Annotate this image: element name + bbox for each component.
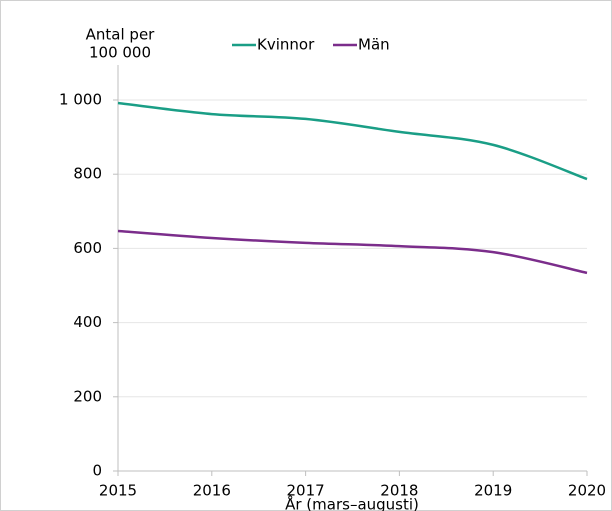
series-line [117, 229, 588, 275]
y-axis-label: Antal per [86, 26, 156, 44]
y-tick-label: 600 [73, 239, 102, 257]
legend-label: Kvinnor [257, 36, 315, 54]
y-tick-label: 0 [92, 462, 102, 480]
y-tick-label: 1 000 [59, 91, 102, 109]
y-tick-label: 400 [73, 313, 102, 331]
x-tick-label: 2017 [287, 482, 325, 500]
series-line [117, 101, 588, 181]
x-tick-label: 2020 [568, 482, 606, 500]
legend-label: Män [358, 36, 390, 54]
x-tick-label: 2019 [474, 482, 512, 500]
y-tick-label: 800 [73, 165, 102, 183]
y-axis-label: 100 000 [89, 44, 151, 62]
x-tick-label: 2016 [193, 482, 231, 500]
x-tick-label: 2015 [99, 482, 137, 500]
y-tick-label: 200 [73, 387, 102, 405]
x-tick-label: 2018 [380, 482, 418, 500]
x-axis-label: År (mars–augusti) [285, 495, 419, 511]
